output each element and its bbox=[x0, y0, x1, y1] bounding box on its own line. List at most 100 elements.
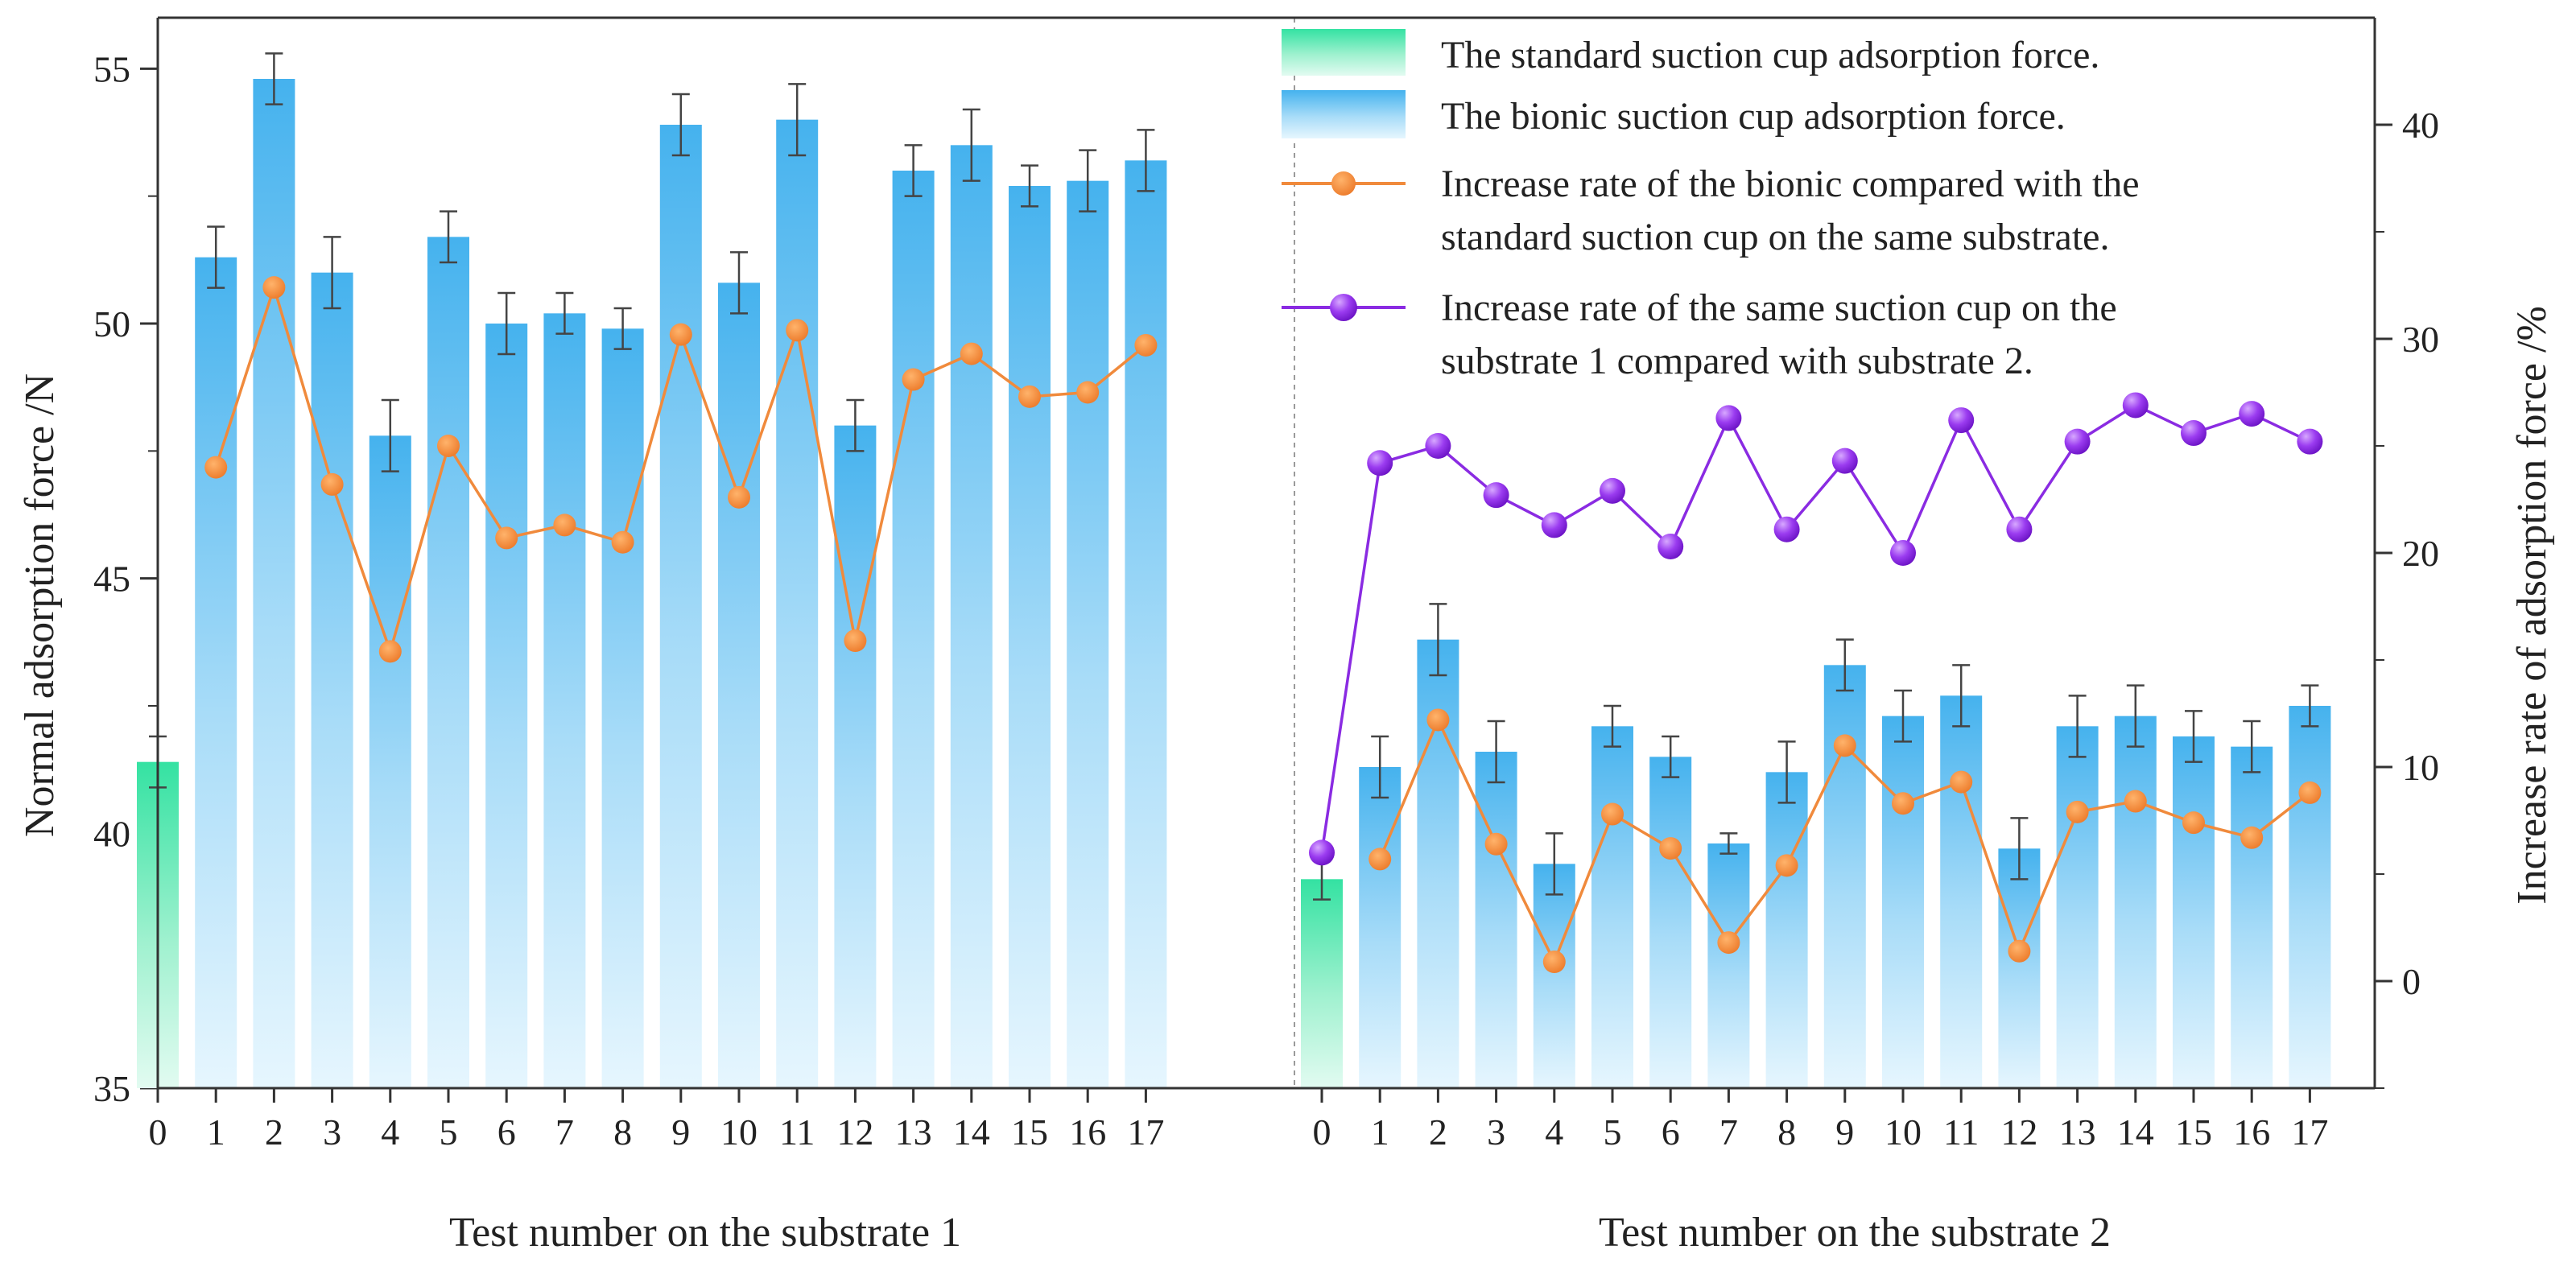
orange-marker-s2-8 bbox=[1775, 854, 1798, 877]
orange-marker-s2-1 bbox=[1368, 848, 1392, 871]
right-axis-tick-label-10: 10 bbox=[2402, 747, 2439, 788]
x-tick-label-s1-5: 5 bbox=[440, 1111, 458, 1153]
bionic-bar-s2-3 bbox=[1475, 752, 1517, 1088]
orange-marker-s1-4 bbox=[378, 640, 402, 663]
x-tick-label-s1-16: 16 bbox=[1069, 1111, 1106, 1153]
x-tick-label-s2-16: 16 bbox=[2233, 1111, 2270, 1153]
x-tick-label-s1-4: 4 bbox=[381, 1111, 399, 1153]
x-tick-label-s2-6: 6 bbox=[1662, 1111, 1680, 1153]
error-bar-s2-16 bbox=[2243, 720, 2261, 773]
legend-label-orange-line-2: standard suction cup on the same substra… bbox=[1441, 216, 2109, 258]
error-bar-s1-8 bbox=[613, 307, 632, 350]
legend: The standard suction cup adsorption forc… bbox=[1282, 29, 2140, 382]
bionic-bar-s2-2 bbox=[1417, 639, 1459, 1088]
orange-marker-s1-1 bbox=[204, 456, 228, 479]
x-tick-label-s2-8: 8 bbox=[1777, 1111, 1796, 1153]
orange-marker-s2-12 bbox=[2008, 939, 2031, 963]
x-tick-label-s1-8: 8 bbox=[613, 1111, 632, 1153]
legend-swatch-standard-bar bbox=[1282, 29, 1406, 76]
error-bar-s2-17 bbox=[2301, 684, 2319, 728]
orange-marker-s1-11 bbox=[786, 319, 809, 342]
x-tick-label-s1-12: 12 bbox=[836, 1111, 873, 1153]
orange-marker-s1-9 bbox=[669, 323, 692, 346]
left-axis-tick-label-35: 35 bbox=[93, 1068, 130, 1109]
orange-marker-s1-12 bbox=[844, 629, 867, 653]
left-axis-title: Normal adsorption force /N bbox=[17, 373, 63, 837]
purple-marker-14 bbox=[2122, 392, 2149, 419]
x-tick-label-s2-15: 15 bbox=[2175, 1111, 2212, 1153]
legend-label-standard: The standard suction cup adsorption forc… bbox=[1441, 34, 2099, 76]
error-bar-s2-2 bbox=[1429, 603, 1447, 677]
error-bar-s1-14 bbox=[962, 108, 980, 182]
bionic-bar-s2-17 bbox=[2289, 706, 2331, 1088]
orange-marker-s2-10 bbox=[1892, 792, 1914, 815]
bionic-bar-s2-9 bbox=[1823, 665, 1866, 1088]
bionic-bar-s1-14 bbox=[950, 145, 993, 1088]
orange-marker-s2-3 bbox=[1484, 832, 1508, 856]
x-tick-label-s1-15: 15 bbox=[1011, 1111, 1048, 1153]
bionic-bar-s2-6 bbox=[1649, 757, 1692, 1088]
bionic-bar-s2-4 bbox=[1533, 864, 1575, 1088]
orange-marker-s1-2 bbox=[262, 276, 286, 299]
bionic-bar-s2-10 bbox=[1882, 716, 1924, 1088]
purple-marker-3 bbox=[1483, 482, 1509, 509]
x-tick-label-s1-7: 7 bbox=[555, 1111, 574, 1153]
bionic-bar-s2-5 bbox=[1591, 726, 1633, 1088]
purple-marker-11 bbox=[1948, 407, 1975, 434]
bionic-bar-s2-13 bbox=[2056, 726, 2099, 1088]
purple-marker-13 bbox=[2064, 428, 2091, 455]
x-tick-label-s1-13: 13 bbox=[895, 1111, 932, 1153]
error-bar-s1-3 bbox=[323, 236, 341, 310]
error-bar-s2-9 bbox=[1835, 638, 1854, 692]
error-bar-s1-15 bbox=[1021, 164, 1038, 208]
error-bar-s2-6 bbox=[1662, 735, 1680, 778]
bionic-bar-s1-13 bbox=[892, 171, 935, 1088]
orange-marker-s2-17 bbox=[2298, 781, 2322, 804]
error-bar-s1-9 bbox=[671, 93, 690, 157]
bionic-bar-s1-5 bbox=[427, 237, 469, 1088]
error-bar-s1-10 bbox=[730, 251, 748, 315]
orange-marker-s2-4 bbox=[1542, 951, 1566, 974]
x-tick-label-s1-2: 2 bbox=[265, 1111, 283, 1153]
error-bar-s2-7 bbox=[1719, 832, 1738, 855]
purple-marker-16 bbox=[2239, 401, 2265, 427]
x-tick-label-s1-0: 0 bbox=[149, 1111, 167, 1153]
purple-marker-8 bbox=[1773, 516, 1800, 542]
error-bar-s1-1 bbox=[207, 225, 225, 289]
x-tick-label-s2-0: 0 bbox=[1313, 1111, 1331, 1153]
bionic-bar-s1-6 bbox=[485, 324, 528, 1088]
orange-marker-s1-3 bbox=[320, 472, 344, 496]
left-axis-tick-label-50: 50 bbox=[93, 303, 130, 344]
orange-marker-s2-2 bbox=[1426, 708, 1450, 732]
bionic-bar-s1-12 bbox=[834, 425, 877, 1088]
x-axis-title-substrate-2: Test number on the substrate 2 bbox=[1599, 1210, 2111, 1256]
bionic-bar-s1-7 bbox=[543, 313, 586, 1088]
orange-marker-s1-14 bbox=[960, 342, 983, 365]
bionic-bar-s1-15 bbox=[1009, 186, 1051, 1088]
x-tick-label-s1-14: 14 bbox=[953, 1111, 990, 1153]
error-bar-s1-7 bbox=[555, 291, 574, 335]
bionic-bar-s1-9 bbox=[659, 125, 702, 1088]
left-axis-tick-label-55: 55 bbox=[93, 48, 130, 89]
purple-marker-17 bbox=[2297, 428, 2323, 455]
x-tick-label-s1-6: 6 bbox=[497, 1111, 516, 1153]
x-tick-label-s2-2: 2 bbox=[1429, 1111, 1447, 1153]
legend-label-orange-line-1: Increase rate of the bionic compared wit… bbox=[1441, 163, 2140, 205]
purple-marker-9 bbox=[1831, 447, 1858, 474]
error-bar-s1-5 bbox=[440, 210, 457, 264]
right-axis-title: Increase rate of adsorption force /% bbox=[2509, 306, 2555, 905]
x-tick-label-s2-9: 9 bbox=[1835, 1111, 1854, 1153]
bionic-bar-s2-15 bbox=[2173, 736, 2215, 1088]
x-tick-label-s2-14: 14 bbox=[2117, 1111, 2154, 1153]
orange-marker-s1-13 bbox=[902, 368, 925, 391]
orange-marker-s1-17 bbox=[1134, 333, 1158, 357]
error-bar-s1-2 bbox=[265, 52, 283, 105]
x-tick-label-s2-17: 17 bbox=[2291, 1111, 2328, 1153]
orange-marker-s2-15 bbox=[2182, 811, 2205, 835]
error-bar-s2-13 bbox=[2068, 695, 2087, 758]
error-bar-s1-12 bbox=[846, 398, 865, 452]
x-tick-label-s1-17: 17 bbox=[1127, 1111, 1164, 1153]
legend-swatch-orange-marker bbox=[1331, 171, 1356, 196]
error-bar-s1-11 bbox=[788, 83, 807, 157]
orange-marker-s2-7 bbox=[1717, 931, 1740, 955]
